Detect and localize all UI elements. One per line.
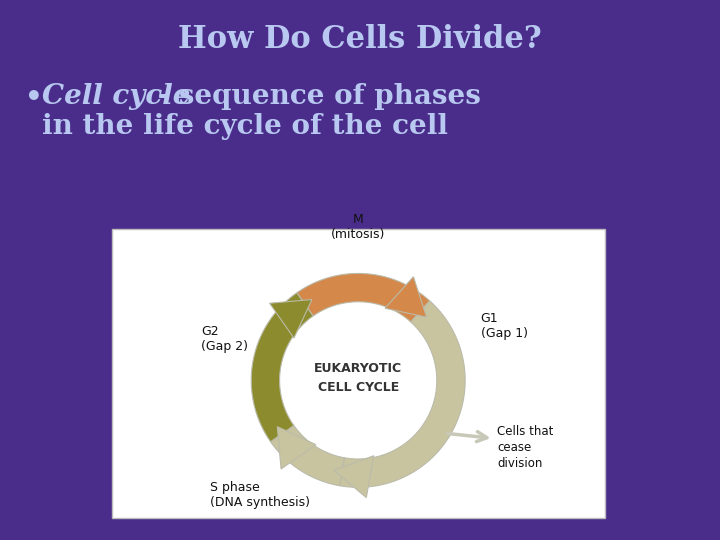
Polygon shape (251, 293, 313, 442)
Polygon shape (385, 276, 427, 317)
Polygon shape (271, 426, 345, 485)
Text: M
(mitosis): M (mitosis) (331, 213, 385, 241)
Polygon shape (269, 300, 312, 338)
Text: •: • (25, 84, 42, 111)
Text: EUKARYOTIC
CELL CYCLE: EUKARYOTIC CELL CYCLE (314, 362, 402, 394)
Text: in the life cycle of the cell: in the life cycle of the cell (42, 113, 448, 140)
Text: Cell cycle: Cell cycle (42, 84, 190, 111)
Text: - sequence of phases: - sequence of phases (148, 84, 481, 111)
Text: How Do Cells Divide?: How Do Cells Divide? (178, 24, 542, 56)
Text: G2
(Gap 2): G2 (Gap 2) (201, 325, 248, 353)
Text: G1
(Gap 1): G1 (Gap 1) (481, 312, 528, 340)
Polygon shape (333, 456, 374, 498)
Polygon shape (297, 273, 430, 322)
Text: Cells that
cease
division: Cells that cease division (498, 425, 554, 470)
Polygon shape (277, 427, 316, 469)
Text: S phase
(DNA synthesis): S phase (DNA synthesis) (210, 481, 310, 509)
Polygon shape (340, 301, 465, 487)
Bar (112, 230, 605, 518)
